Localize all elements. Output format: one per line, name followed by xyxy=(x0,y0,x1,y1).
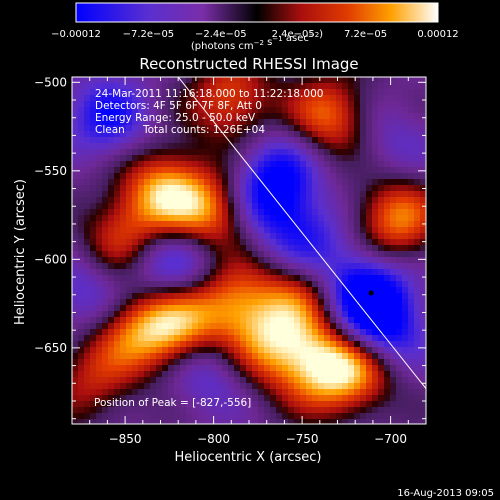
solar-limb-line xyxy=(177,77,426,389)
x-tick-label: −700 xyxy=(374,432,407,446)
y-tick-label: −650 xyxy=(34,341,67,355)
y-axis-ticks: −500 −550 −600 −650 xyxy=(34,75,426,420)
chart-title: Reconstructed RHESSI Image xyxy=(139,55,358,73)
x-tick-label: −850 xyxy=(109,432,142,446)
y-tick-label: −500 xyxy=(34,75,67,89)
colorbar-tick-label: −0.00012 xyxy=(51,29,101,40)
y-tick-label: −600 xyxy=(34,252,67,266)
info-energy-range: Energy Range: 25.0 - 50.0 keV xyxy=(95,112,256,124)
colorbar-tick-label: 7.2e−05 xyxy=(344,29,387,40)
info-method: Clean xyxy=(95,124,125,136)
info-total-counts: Total counts: 1.26E+04 xyxy=(142,124,265,136)
peak-marker xyxy=(368,290,374,296)
footer-date: 16-Aug-2013 09:05 xyxy=(397,488,494,499)
x-axis-ticks: −850 −800 −750 −700 xyxy=(89,77,427,446)
info-detectors: Detectors: 4F 5F 6F 7F 8F, Att 0 xyxy=(95,100,262,112)
colorbar-tick-label: −2.4e−05 xyxy=(195,29,247,40)
colorbar-unit-label: (photons cm−2 s−1 asec−2) xyxy=(191,29,323,52)
heatmap-image xyxy=(72,77,426,424)
colorbar-tick-label: 2.4e−05 xyxy=(272,29,315,40)
colorbar xyxy=(75,2,439,23)
observation-info: 24-Mar-2011 11:16:18.000 to 11:22:18.000… xyxy=(95,88,323,136)
info-time-range: 24-Mar-2011 11:16:18.000 to 11:22:18.000 xyxy=(95,88,323,100)
y-axis-label: Heliocentric Y (arcsec) xyxy=(13,179,28,325)
colorbar-tick-label: −7.2e−05 xyxy=(123,29,175,40)
peak-position-label: Position of Peak = [-827,-556] xyxy=(94,397,251,409)
x-tick-label: −800 xyxy=(197,432,230,446)
x-axis-label: Heliocentric X (arcsec) xyxy=(175,450,322,465)
colorbar-tick-label: 0.00012 xyxy=(417,29,458,40)
colorbar-ticks: −0.00012 −7.2e−05 −2.4e−05 2.4e−05 7.2e−05 0.… xyxy=(51,29,459,40)
x-tick-label: −750 xyxy=(286,432,319,446)
y-tick-label: −550 xyxy=(34,164,67,178)
